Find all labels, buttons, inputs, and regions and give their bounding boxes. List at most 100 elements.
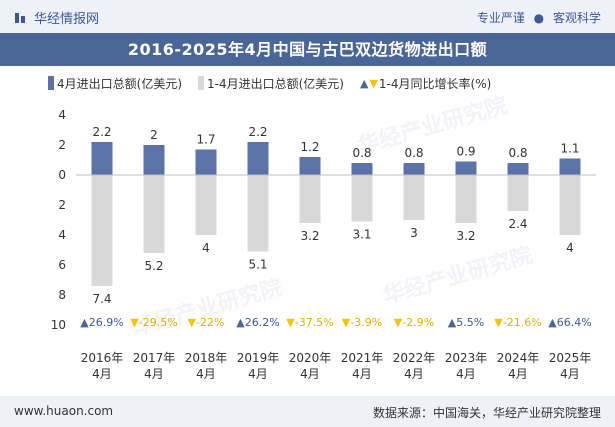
legend-swatch-cumulative: [198, 76, 204, 90]
monthly-bar: [91, 142, 113, 175]
cumulative-value-label: 3: [410, 226, 418, 240]
growth-rate-value: -37.5%: [295, 316, 334, 329]
category-label-line: 4月: [144, 367, 164, 381]
cumulative-value-label: 3.2: [456, 229, 475, 243]
cumulative-value-label: 5.1: [248, 258, 267, 272]
triangle-up-icon: ▲: [236, 316, 245, 329]
growth-rate-label: ▲5.5%: [448, 316, 484, 329]
growth-rate-value: -22%: [196, 316, 224, 329]
triangle-down-icon: ▼: [188, 316, 197, 329]
category-label: 2017年 4月: [133, 351, 176, 381]
header-bar: 华经情报网 专业严谨 ● 客观科学: [0, 0, 615, 33]
y-tick-label: 0: [58, 168, 66, 182]
monthly-value-label: 1.2: [300, 140, 319, 154]
growth-rate-value: -21.6%: [503, 316, 542, 329]
triangle-up-icon: ▲: [359, 76, 369, 90]
category-label-line: 4月: [196, 367, 216, 381]
brand: 华经情报网: [14, 8, 99, 27]
category-label-line: 2016年: [81, 351, 124, 365]
brand-name: 华经情报网: [34, 12, 100, 27]
title-bar: 2016-2025年4月中国与古巴双边货物进出口额: [0, 33, 615, 66]
category-label: 2022年 4月: [393, 351, 436, 381]
site-url: www.huaon.com: [14, 404, 114, 418]
growth-rate-value: -29.5%: [139, 316, 178, 329]
y-tick-label: 2: [58, 198, 66, 212]
growth-rate-value: 66.4%: [557, 316, 592, 329]
category-label-line: 2025年: [549, 351, 592, 365]
category-label: 2021年 4月: [341, 351, 384, 381]
monthly-value-label: 1.1: [560, 142, 579, 156]
monthly-bar: [299, 157, 321, 175]
triangle-up-icon: ▲: [448, 316, 457, 329]
cumulative-bar: [403, 175, 425, 220]
category-label-line: 4月: [404, 367, 424, 381]
monthly-bar: [247, 142, 269, 175]
monthly-value-label: 0.9: [456, 145, 475, 159]
cumulative-value-label: 5.2: [144, 259, 163, 273]
growth-rate-value: 26.9%: [89, 316, 124, 329]
cumulative-value-label: 2.4: [508, 217, 527, 231]
legend-label-growth: 1-4月同比增长率(%): [378, 76, 492, 91]
cumulative-value-label: 3.1: [352, 228, 371, 242]
category-label-line: 2023年: [445, 351, 488, 365]
cumulative-bar: [559, 175, 581, 235]
growth-rate-label: ▲26.2%: [236, 316, 279, 329]
growth-rate-value: -2.9%: [402, 316, 434, 329]
monthly-bar: [507, 163, 529, 175]
monthly-value-label: 1.7: [196, 133, 215, 147]
chart-title: 2016-2025年4月中国与古巴双边货物进出口额: [127, 40, 488, 59]
cumulative-bar: [247, 175, 269, 252]
cumulative-bar: [299, 175, 321, 223]
monthly-bar: [559, 158, 581, 175]
y-tick-label: 4: [58, 108, 66, 122]
category-label-line: 4月: [300, 367, 320, 381]
monthly-bar: [195, 149, 217, 175]
monthly-bar: [403, 163, 425, 175]
legend-label-monthly: 4月进出口总额(亿美元): [57, 76, 182, 91]
legend-item-growth: ▲ ▼ 1-4月同比增长率(%): [360, 75, 491, 92]
category-label: 2020年 4月: [289, 351, 332, 381]
category-label-line: 4月: [560, 367, 580, 381]
category-label-line: 2021年: [341, 351, 384, 365]
monthly-value-label: 0.8: [404, 146, 423, 160]
y-tick-label: 2: [58, 138, 66, 152]
triangle-down-icon: ▼: [130, 316, 139, 329]
growth-rate-label: ▲26.9%: [80, 316, 123, 329]
cumulative-bar: [455, 175, 477, 223]
y-tick-label: 8: [58, 288, 66, 302]
monthly-value-label: 0.8: [508, 146, 527, 160]
triangle-down-icon: ▼: [494, 316, 503, 329]
growth-rate-value: -3.9%: [350, 316, 382, 329]
category-label-line: 4月: [248, 367, 268, 381]
category-label-line: 2022年: [393, 351, 436, 365]
triangle-up-icon: ▲: [80, 316, 89, 329]
cumulative-value-label: 3.2: [300, 229, 319, 243]
y-tick-label: 6: [58, 258, 66, 272]
triangle-up-icon: ▲: [548, 316, 557, 329]
monthly-bar: [143, 145, 165, 175]
data-source: 数据来源：中国海关，华经产业研究院整理: [372, 406, 601, 420]
slogan: 专业严谨 ● 客观科学: [477, 9, 601, 26]
brand-logo-icon: [15, 12, 25, 23]
category-label-line: 2019年: [237, 351, 280, 365]
cumulative-bar: [143, 175, 165, 253]
category-label-line: 2018年: [185, 351, 228, 365]
growth-rate-label: ▼-3.9%: [342, 316, 382, 329]
growth-rate-label: ▼-22%: [188, 316, 225, 329]
legend-item-cumulative: 1-4月进出口总额(亿美元): [198, 75, 344, 92]
footer-bar: www.huaon.com 数据来源：中国海关，华经产业研究院整理: [0, 396, 615, 427]
cumulative-value-label: 4: [566, 241, 574, 255]
category-label-line: 4月: [456, 367, 476, 381]
y-tick-label: 10: [51, 318, 66, 332]
category-label: 2016年 4月: [81, 351, 124, 381]
cumulative-value-label: 7.4: [92, 292, 111, 306]
triangle-down-icon: ▼: [342, 316, 351, 329]
growth-rate-label: ▼-2.9%: [394, 316, 434, 329]
monthly-bar: [455, 161, 477, 175]
growth-rate-label: ▼-29.5%: [130, 316, 177, 329]
slogan-separator: ●: [533, 11, 545, 25]
category-label-line: 4月: [352, 367, 372, 381]
growth-rate-value: 26.2%: [245, 316, 280, 329]
